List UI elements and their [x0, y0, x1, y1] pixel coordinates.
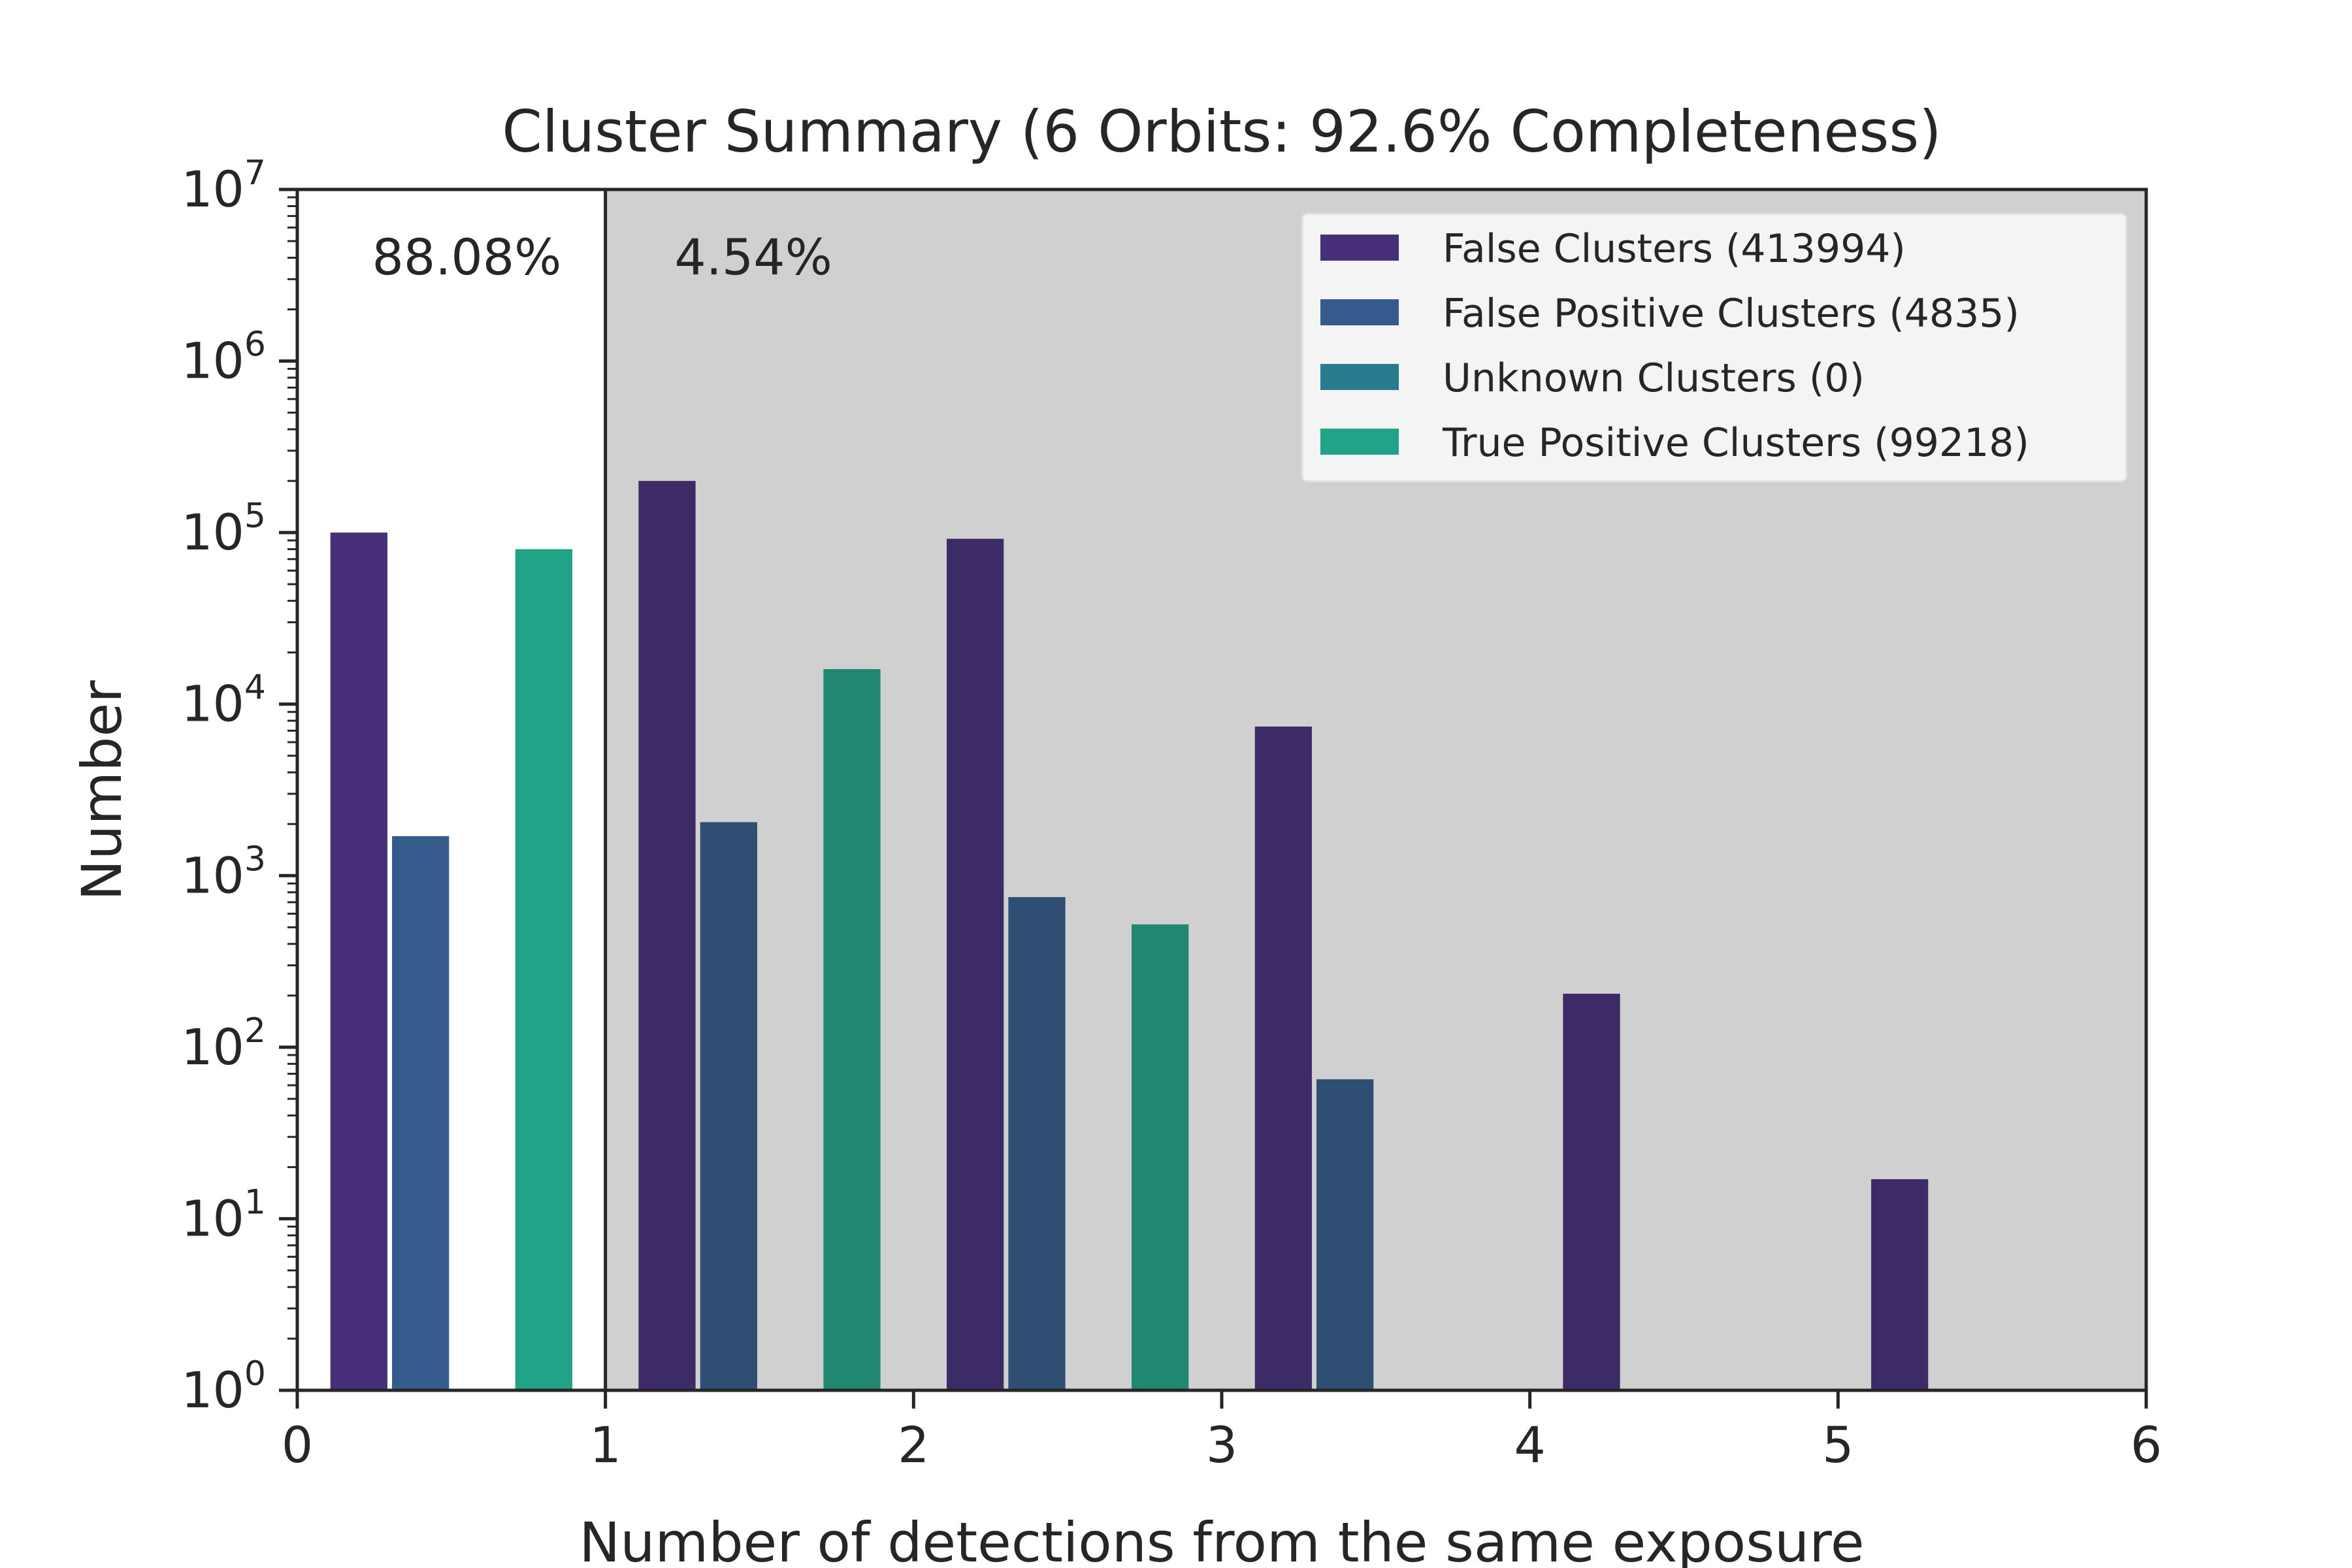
- bar-series0-cat5: [1871, 1179, 1929, 1390]
- legend-entry: False Positive Clusters (4835): [1443, 291, 2019, 336]
- x-tick-label: 1: [589, 1416, 621, 1474]
- y-tick-label: 107: [181, 154, 266, 218]
- bar-series3-cat0: [515, 549, 572, 1391]
- legend-entry: True Positive Clusters (99218): [1442, 420, 2029, 466]
- legend-box: [1301, 212, 2128, 483]
- legend: False Clusters (413994) False Positive Cl…: [1301, 212, 2128, 483]
- x-tick-label: 3: [1206, 1416, 1237, 1474]
- y-axis: 100 101 102 103 104 105 106 107: [181, 154, 297, 1419]
- region-percentage-label: 88.08%: [372, 228, 562, 286]
- x-tick-label: 4: [1514, 1416, 1545, 1474]
- x-tick-label: 0: [282, 1416, 313, 1474]
- bar-series1-cat1: [700, 822, 757, 1390]
- x-axis: 0 1 2 3 4 5 6: [282, 1390, 2162, 1474]
- chart-title: Cluster Summary (6 Orbits: 92.6% Complet…: [502, 98, 1941, 165]
- bar-series0-cat3: [1254, 727, 1312, 1390]
- y-tick-label: 102: [181, 1011, 266, 1076]
- y-tick-label: 106: [181, 325, 266, 390]
- bar-series3-cat2: [1132, 924, 1189, 1390]
- x-tick-label: 5: [1822, 1416, 1854, 1474]
- bars: [330, 481, 1929, 1391]
- legend-swatch: [1320, 299, 1399, 325]
- bar-series3-cat1: [823, 669, 881, 1390]
- legend-swatch: [1320, 429, 1399, 455]
- bar-series1-cat3: [1316, 1079, 1374, 1390]
- region-percentage-label: 4.54%: [674, 228, 832, 286]
- y-tick-label: 103: [181, 840, 266, 904]
- y-tick-label: 100: [181, 1354, 266, 1419]
- y-tick-label: 104: [181, 668, 266, 733]
- y-tick-label: 101: [181, 1183, 266, 1247]
- bar-series0-cat4: [1563, 993, 1620, 1390]
- legend-entry: Unknown Clusters (0): [1443, 355, 1865, 401]
- bar-series1-cat2: [1008, 897, 1066, 1390]
- bar-series0-cat1: [638, 481, 696, 1390]
- x-tick-label: 2: [898, 1416, 929, 1474]
- x-tick-label: 6: [2131, 1416, 2162, 1474]
- legend-entry: False Clusters (413994): [1443, 226, 1906, 272]
- y-tick-label: 105: [181, 497, 266, 561]
- bar-series1-cat0: [392, 836, 449, 1390]
- bar-series0-cat0: [330, 532, 387, 1391]
- x-axis-label: Number of detections from the same expos…: [579, 1511, 1864, 1568]
- annotations: 88.08% 4.54%: [372, 228, 832, 286]
- legend-swatch: [1320, 364, 1399, 390]
- y-axis-label: Number: [70, 680, 134, 901]
- bar-series0-cat2: [947, 538, 1004, 1390]
- legend-swatch: [1320, 235, 1399, 261]
